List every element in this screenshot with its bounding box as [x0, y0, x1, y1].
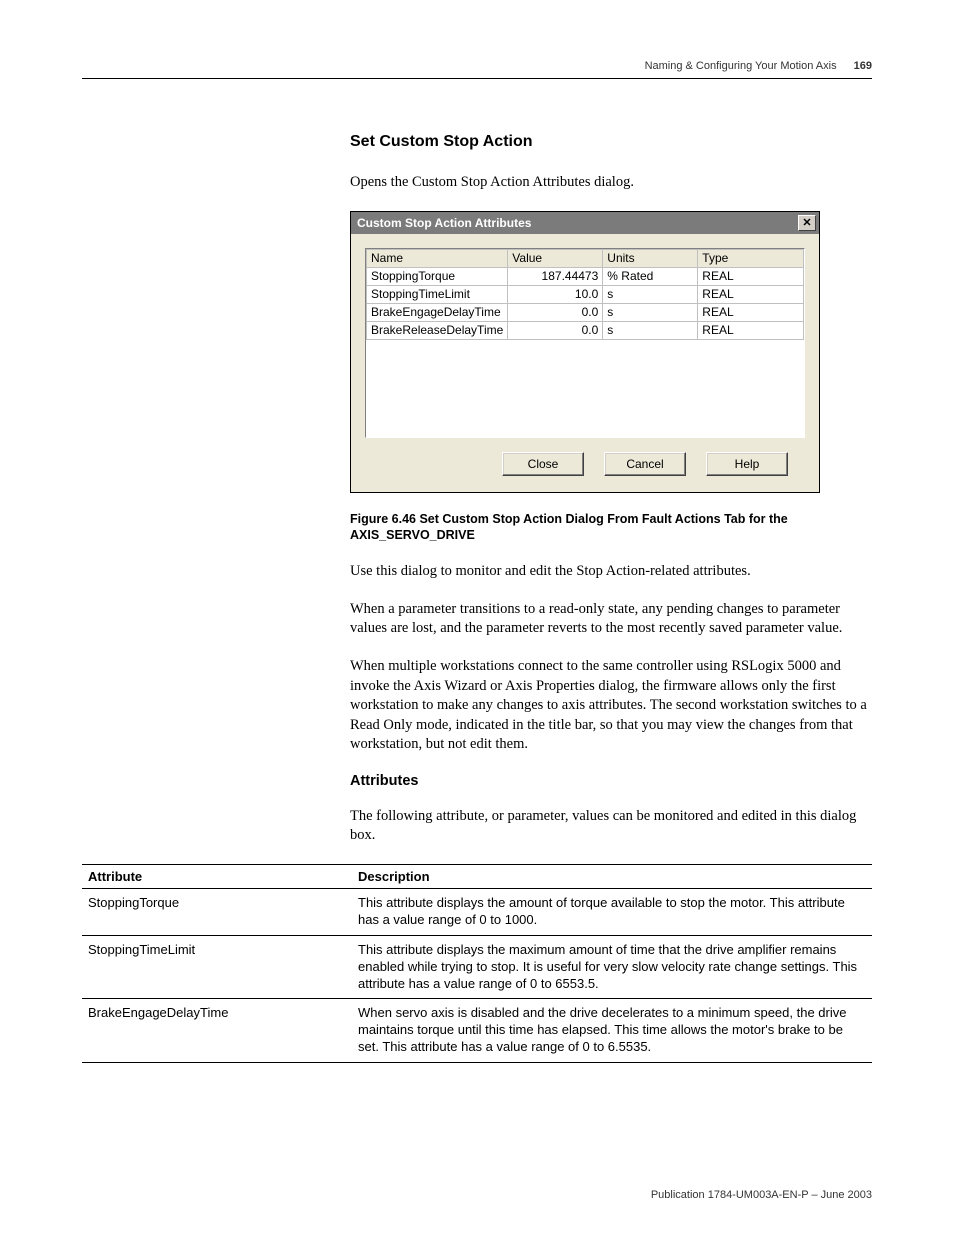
- dialog-body: Name Value Units Type StoppingTorque 187…: [351, 234, 819, 492]
- dialog-button-row: Close Cancel Help: [365, 452, 805, 476]
- section-title: Set Custom Stop Action: [350, 133, 872, 151]
- attributes-grid[interactable]: Name Value Units Type StoppingTorque 187…: [365, 248, 805, 438]
- paragraph: When multiple workstations connect to th…: [350, 657, 872, 755]
- col-name-header: Name: [367, 249, 508, 267]
- cell-units: s: [603, 321, 698, 339]
- dialog-titlebar: Custom Stop Action Attributes ✕: [351, 212, 819, 234]
- cell-type: REAL: [698, 321, 804, 339]
- section-intro: Opens the Custom Stop Action Attributes …: [350, 173, 872, 193]
- table-row: BrakeEngageDelayTime When servo axis is …: [82, 999, 872, 1063]
- cell-name: BrakeEngageDelayTime: [367, 303, 508, 321]
- grid-row[interactable]: BrakeReleaseDelayTime 0.0 s REAL: [367, 321, 804, 339]
- table-row: StoppingTorque This attribute displays t…: [82, 888, 872, 935]
- grid-row[interactable]: StoppingTorque 187.44473 % Rated REAL: [367, 267, 804, 285]
- col-description-header: Description: [352, 864, 872, 888]
- col-type-header: Type: [698, 249, 804, 267]
- table-row: StoppingTimeLimit This attribute display…: [82, 935, 872, 999]
- close-icon[interactable]: ✕: [798, 215, 816, 231]
- attr-name: BrakeEngageDelayTime: [82, 999, 352, 1063]
- table-header-row: Attribute Description: [82, 864, 872, 888]
- cell-units: % Rated: [603, 267, 698, 285]
- col-units-header: Units: [603, 249, 698, 267]
- cell-value[interactable]: 187.44473: [508, 267, 603, 285]
- attr-desc: This attribute displays the amount of to…: [352, 888, 872, 935]
- cell-type: REAL: [698, 303, 804, 321]
- attributes-heading: Attributes: [350, 773, 872, 789]
- custom-stop-action-dialog: Custom Stop Action Attributes ✕ Name Val…: [350, 211, 820, 493]
- cell-name: StoppingTorque: [367, 267, 508, 285]
- attr-desc: This attribute displays the maximum amou…: [352, 935, 872, 999]
- attr-name: StoppingTorque: [82, 888, 352, 935]
- col-value-header: Value: [508, 249, 603, 267]
- cell-units: s: [603, 303, 698, 321]
- grid-row[interactable]: BrakeEngageDelayTime 0.0 s REAL: [367, 303, 804, 321]
- cell-name: BrakeReleaseDelayTime: [367, 321, 508, 339]
- attr-name: StoppingTimeLimit: [82, 935, 352, 999]
- dialog-title: Custom Stop Action Attributes: [357, 216, 531, 230]
- cell-type: REAL: [698, 285, 804, 303]
- cell-value[interactable]: 0.0: [508, 303, 603, 321]
- cell-name: StoppingTimeLimit: [367, 285, 508, 303]
- chapter-name: Naming & Configuring Your Motion Axis: [645, 60, 837, 72]
- cancel-button[interactable]: Cancel: [604, 452, 686, 476]
- paragraph: When a parameter transitions to a read-o…: [350, 600, 872, 639]
- grid-row[interactable]: StoppingTimeLimit 10.0 s REAL: [367, 285, 804, 303]
- figure-caption: Figure 6.46 Set Custom Stop Action Dialo…: [350, 511, 872, 545]
- cell-units: s: [603, 285, 698, 303]
- attr-desc: When servo axis is disabled and the driv…: [352, 999, 872, 1063]
- col-attribute-header: Attribute: [82, 864, 352, 888]
- help-button[interactable]: Help: [706, 452, 788, 476]
- grid-header-row: Name Value Units Type: [367, 249, 804, 267]
- cell-value[interactable]: 10.0: [508, 285, 603, 303]
- cell-type: REAL: [698, 267, 804, 285]
- running-head: Naming & Configuring Your Motion Axis 16…: [82, 60, 872, 79]
- close-button[interactable]: Close: [502, 452, 584, 476]
- publication-footer: Publication 1784-UM003A-EN-P – June 2003: [651, 1189, 872, 1201]
- paragraph: Use this dialog to monitor and edit the …: [350, 562, 872, 582]
- attributes-description-table: Attribute Description StoppingTorque Thi…: [82, 864, 872, 1063]
- page-number: 169: [854, 60, 872, 72]
- attributes-intro: The following attribute, or parameter, v…: [350, 807, 872, 846]
- cell-value[interactable]: 0.0: [508, 321, 603, 339]
